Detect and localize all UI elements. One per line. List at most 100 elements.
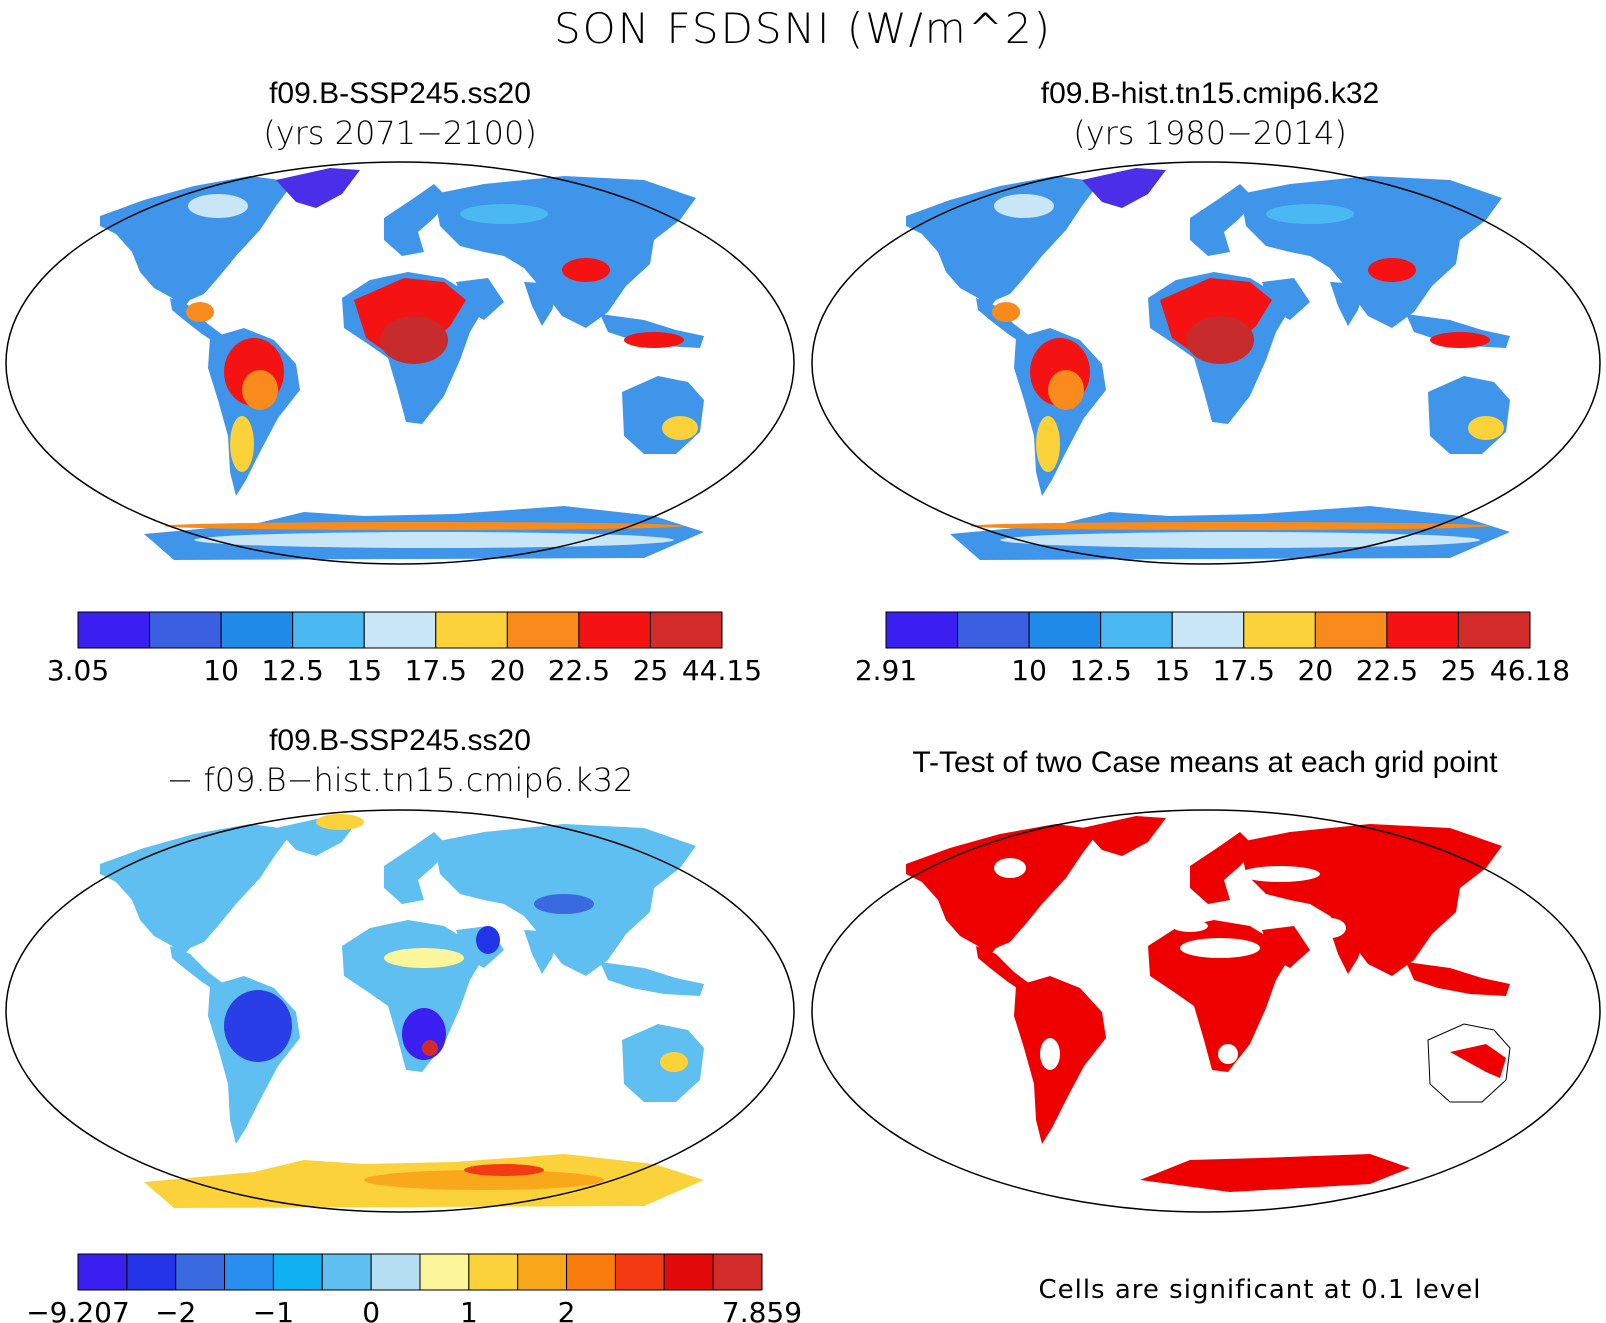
australia-outline	[1427, 1023, 1511, 1103]
colorbar-box	[649, 611, 723, 649]
colorbar-box	[175, 1253, 226, 1291]
colorbar-box	[1100, 611, 1173, 649]
colorbar-tick-label: 25	[633, 654, 669, 687]
land-australia	[1450, 1044, 1506, 1078]
colorbar-tick-label: 7.859	[722, 1296, 802, 1323]
colorbar-tick-label: 2.91	[855, 654, 917, 687]
colorbar-tick-label: 15	[1154, 654, 1190, 687]
colorbar-box	[370, 1253, 421, 1291]
panel-ttest-title: T-Test of two Case means at each grid po…	[912, 746, 1498, 779]
map-border	[811, 161, 1601, 565]
colorbar-difference: −9.207 −2 −1 0 1 2 7.859	[26, 1253, 802, 1323]
significant-cells	[906, 816, 1510, 1192]
land-india	[524, 930, 560, 974]
colorbar-box	[614, 1253, 665, 1291]
colorbar-box	[1028, 611, 1102, 649]
colorbar-box	[77, 611, 151, 649]
land-namerica	[100, 824, 294, 958]
land-arabia	[1262, 278, 1310, 320]
colorbar-tick-label: 2	[558, 1296, 576, 1323]
colorbar-box	[517, 1253, 568, 1291]
land-camerica	[976, 946, 1030, 994]
land-camerica	[170, 946, 224, 994]
colorbar-tick-label: −1	[253, 1296, 294, 1323]
panel-reference-subtitle: (yrs 1980−2014)	[1073, 114, 1347, 152]
colorbar-tick-label: 1	[460, 1296, 478, 1323]
map-border	[811, 809, 1601, 1213]
high-value-fields	[164, 194, 698, 548]
colorbar-tick-label: 10	[203, 654, 239, 687]
colorbar-tick-label: 17.5	[1213, 654, 1275, 687]
colorbar-tick-label: 0	[362, 1296, 380, 1323]
panel-case-title: f09.B-SSP245.ss20	[269, 77, 531, 110]
colorbar-tick-label: 12.5	[1069, 654, 1131, 687]
land-antarctica	[1140, 1154, 1410, 1192]
map-border	[5, 161, 795, 565]
colorbar-box	[292, 611, 365, 649]
land-greenland	[1082, 168, 1166, 208]
land-asia	[1240, 824, 1502, 976]
colorbar-box	[957, 611, 1030, 649]
colorbar-box	[419, 1253, 470, 1291]
land-europe	[1190, 184, 1256, 256]
panel-reference-title: f09.B-hist.tn15.cmip6.k32	[1040, 77, 1380, 110]
anomaly-fields	[224, 814, 688, 1190]
colorbar-box	[224, 1253, 274, 1291]
land-india	[524, 282, 560, 326]
map-ttest	[811, 809, 1601, 1213]
colorbar-tick-label: 3.05	[47, 654, 109, 687]
land-camerica	[170, 298, 224, 346]
land-africa	[1148, 920, 1288, 1072]
colorbar-box	[506, 611, 580, 649]
colorbar-box	[1171, 611, 1245, 649]
colorbar-box	[566, 1253, 616, 1291]
land-europe	[384, 832, 450, 904]
colorbar-box	[272, 1253, 323, 1291]
significance-note: Cells are significant at 0.1 level	[1038, 1275, 1482, 1305]
colorbar-tick-label: 46.18	[1490, 654, 1570, 687]
figure-title: SON FSDSNI (W/m^2)	[554, 4, 1052, 53]
land-greenland	[276, 168, 360, 208]
colorbar-tick-label: 20	[490, 654, 526, 687]
colorbar-box	[149, 611, 222, 649]
non-significant-cells	[994, 858, 1464, 1070]
colorbar-tick-label: −9.207	[26, 1296, 130, 1323]
colorbar-box	[663, 1253, 714, 1291]
colorbar-tick-label: −2	[155, 1296, 196, 1323]
colorbar-tick-label: 44.15	[682, 654, 762, 687]
colorbar-case: 3.05 10 12.5 15 17.5 20 22.5 25 44.15	[47, 611, 762, 687]
colorbar-tick-label: 22.5	[1356, 654, 1418, 687]
panel-difference-title: f09.B-SSP245.ss20	[269, 724, 531, 757]
colorbar-box	[578, 611, 651, 649]
map-border	[5, 809, 795, 1213]
colorbar-tick-label: 22.5	[548, 654, 610, 687]
map-reference	[811, 161, 1601, 565]
land-samerica	[1014, 976, 1106, 1144]
land-camerica	[976, 298, 1030, 346]
land-europe	[384, 184, 450, 256]
colorbar-tick-label: 10	[1011, 654, 1047, 687]
panel-case-subtitle: (yrs 2071−2100)	[263, 114, 537, 152]
colorbar-box	[220, 611, 294, 649]
colorbar-tick-label: 20	[1298, 654, 1334, 687]
land-seasia	[1406, 962, 1510, 996]
land-seasia	[600, 962, 704, 996]
map-case	[5, 161, 795, 565]
colorbar-tick-label: 15	[346, 654, 382, 687]
colorbar-reference: 2.91 10 12.5 15 17.5 20 22.5 25 46.18	[855, 611, 1570, 687]
colorbar-tick-label: 12.5	[261, 654, 323, 687]
colorbar-tick-label: 25	[1441, 654, 1477, 687]
colorbar-tick-label: 17.5	[405, 654, 467, 687]
colorbar-box	[363, 611, 437, 649]
map-difference	[5, 809, 795, 1213]
colorbar-box	[126, 1253, 177, 1291]
land-india	[1330, 930, 1366, 974]
land-arabia	[1262, 926, 1310, 968]
colorbar-box	[1457, 611, 1531, 649]
colorbar-box	[1243, 611, 1316, 649]
colorbar-box	[1386, 611, 1459, 649]
land-india	[1330, 282, 1366, 326]
land-namerica	[906, 824, 1100, 958]
colorbar-box	[468, 1253, 519, 1291]
colorbar-box	[1314, 611, 1388, 649]
